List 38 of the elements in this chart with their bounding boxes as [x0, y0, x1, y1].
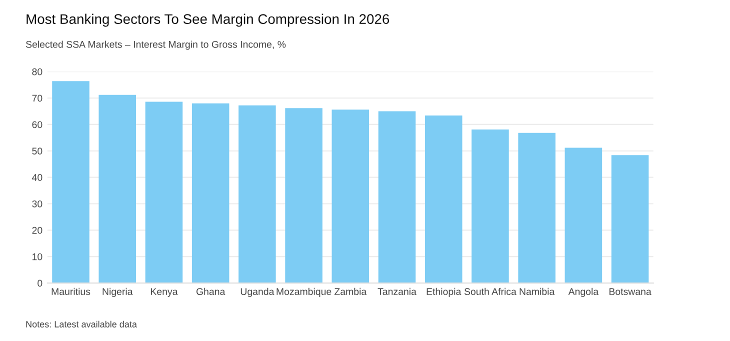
bar: [145, 102, 183, 284]
x-tick-label: Nigeria: [102, 288, 133, 297]
x-tick-label: Ghana: [196, 288, 226, 296]
x-tick-label: Zambia: [334, 288, 367, 296]
bar: [285, 108, 322, 284]
bar: [378, 111, 416, 284]
bar: [192, 103, 230, 284]
bar: [424, 115, 462, 284]
x-tick-label: Mauritius: [52, 288, 90, 296]
y-tick-label: 30: [32, 200, 42, 208]
y-tick-label: 0: [38, 280, 42, 287]
bar: [564, 148, 602, 284]
x-tick-label: Mozambique: [276, 288, 332, 297]
y-tick-label: 70: [32, 94, 42, 102]
x-tick-label: Tanzania: [378, 288, 416, 296]
bar: [611, 155, 649, 284]
bar: [52, 81, 90, 284]
bar: [238, 105, 276, 284]
x-tick-label: Kenya: [150, 288, 178, 297]
y-tick-label: 50: [32, 148, 42, 155]
x-tick-label: Ethiopia: [426, 288, 462, 297]
bar: [518, 132, 556, 284]
y-tick-label: 80: [32, 68, 42, 76]
y-tick-label: 40: [32, 174, 42, 181]
x-tick-label: Uganda: [240, 288, 274, 297]
x-tick-label: South Africa: [464, 288, 516, 296]
bar: [472, 129, 509, 284]
y-tick-label: 60: [32, 121, 42, 128]
y-tick-label: 20: [32, 226, 42, 234]
chart-title: Most Banking Sectors To See Margin Compression In 2026: [26, 14, 390, 27]
x-tick-label: Angola: [568, 288, 599, 297]
text: Notes: Latest available data: [26, 320, 137, 328]
bar: [332, 110, 370, 284]
chart-subtitle: Selected SSA Markets – Interest Margin to Gross Income, %: [26, 40, 286, 50]
x-tick-label: Namibia: [520, 288, 555, 296]
x-tick-label: Botswana: [609, 288, 652, 296]
y-tick-label: 10: [32, 253, 42, 260]
bar: [98, 94, 136, 284]
